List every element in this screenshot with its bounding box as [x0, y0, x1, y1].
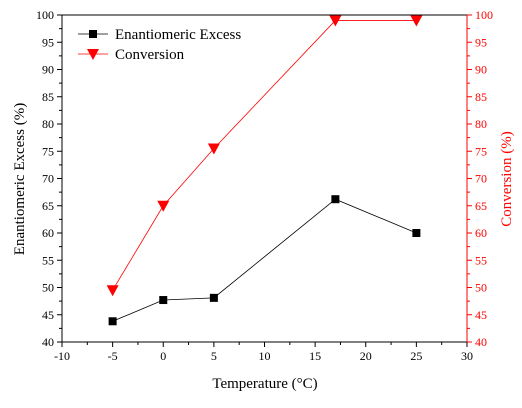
y-right-tick-label: 85 — [475, 90, 487, 104]
data-point-conversion — [410, 15, 423, 27]
series-line-enantiomeric-excess — [112, 198, 417, 322]
y-right-tick-label: 80 — [475, 117, 487, 131]
y-axis-right-title: Conversion (%) — [499, 131, 515, 226]
y-left-tick-label: 95 — [42, 35, 54, 49]
y-right-tick-label: 75 — [475, 144, 487, 158]
x-tick-label: 30 — [461, 349, 473, 363]
y-axis-left-title: Enantiomeric Excess (%) — [12, 103, 28, 255]
y-left-tick-label: 85 — [42, 90, 54, 104]
y-left-tick-label: 70 — [42, 172, 54, 186]
x-tick-label: -5 — [108, 349, 118, 363]
y-left-tick-label: 60 — [42, 226, 54, 240]
x-tick-label: -10 — [54, 349, 70, 363]
x-tick-label: 0 — [160, 349, 166, 363]
y-left-tick-label: 90 — [42, 63, 54, 77]
legend-marker-conversion — [87, 49, 99, 60]
y-left-tick-label: 55 — [42, 253, 54, 267]
y-left-tick-label: 45 — [42, 308, 54, 322]
y-axis-left: 40 45 50 55 60 65 70 75 80 85 90 95 100 — [36, 8, 62, 349]
y-right-tick-label: 40 — [475, 335, 487, 349]
legend-label-conversion: Conversion — [115, 47, 185, 63]
y-left-tick-label: 65 — [42, 199, 54, 213]
y-left-tick-label: 50 — [42, 281, 54, 295]
y-right-tick-label: 60 — [475, 226, 487, 240]
y-right-tick-label: 50 — [475, 281, 487, 295]
x-tick-label: 10 — [259, 349, 271, 363]
y-left-tick-label: 40 — [42, 335, 54, 349]
legend-label-enantiomeric-excess: Enantiomeric Excess — [115, 27, 241, 43]
y-left-tick-label: 75 — [42, 144, 54, 158]
x-tick-label: 20 — [360, 349, 372, 363]
x-tick-label: 5 — [211, 349, 217, 363]
data-point-conversion — [157, 200, 170, 212]
x-tick-label: 15 — [309, 349, 321, 363]
data-point-conversion — [329, 15, 342, 27]
x-tick-label: 25 — [410, 349, 422, 363]
x-axis: -10 -5 0 5 10 15 20 25 30 — [54, 342, 473, 363]
data-point-enantiomeric-excess — [209, 293, 218, 302]
x-axis-title: Temperature (°C) — [212, 376, 317, 392]
data-point-conversion — [207, 143, 220, 155]
y-right-tick-label: 100 — [475, 8, 493, 22]
legend: Enantiomeric Excess Conversion — [78, 27, 241, 63]
series-layer — [106, 15, 423, 326]
y-axis-right: 40 45 50 55 60 65 70 75 80 85 90 95 100 — [467, 8, 493, 349]
y-right-tick-label: 45 — [475, 308, 487, 322]
y-right-tick-label: 65 — [475, 199, 487, 213]
y-left-tick-label: 80 — [42, 117, 54, 131]
plot-frame — [61, 14, 468, 343]
legend-marker-enantiomeric-excess — [89, 30, 97, 38]
data-point-enantiomeric-excess — [159, 296, 168, 305]
y-right-tick-label: 55 — [475, 253, 487, 267]
y-right-tick-label: 95 — [475, 35, 487, 49]
data-point-enantiomeric-excess — [331, 195, 340, 204]
data-point-enantiomeric-excess — [108, 317, 117, 326]
data-point-conversion — [106, 285, 119, 297]
y-right-tick-label: 70 — [475, 172, 487, 186]
data-point-enantiomeric-excess — [412, 229, 421, 237]
y-right-tick-label: 90 — [475, 63, 487, 77]
y-left-tick-label: 100 — [36, 8, 54, 22]
